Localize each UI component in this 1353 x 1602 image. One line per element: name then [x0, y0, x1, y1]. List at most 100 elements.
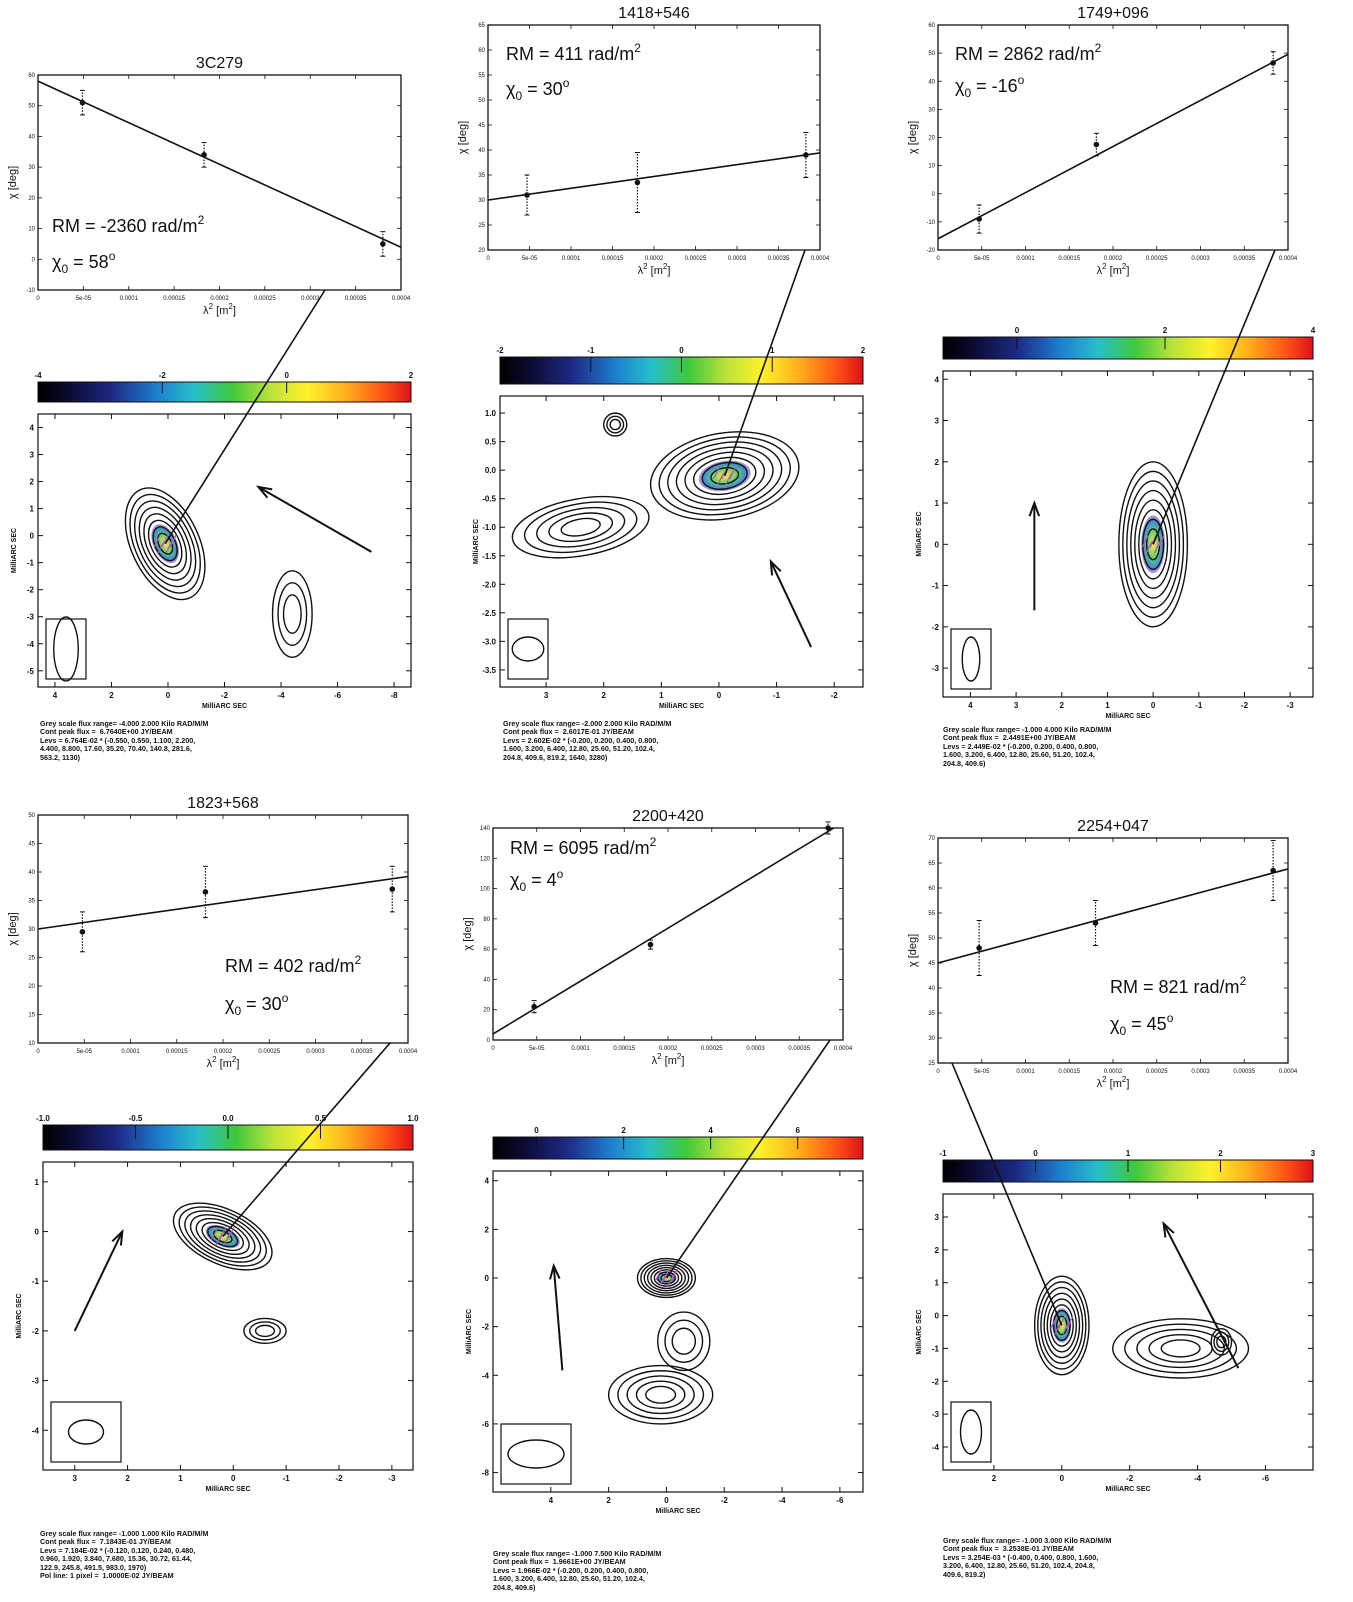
map-x-tick-label: -2 — [221, 691, 229, 700]
colorbar-tick-label: 0 — [284, 371, 289, 380]
colorbar-tick-label: 2 — [1163, 326, 1168, 335]
y-tick-label: 45 — [28, 842, 35, 848]
map-y-tick-label: 2 — [935, 1246, 940, 1255]
map-y-tick-label: 1 — [35, 1178, 40, 1187]
jet-contour — [664, 1319, 704, 1364]
y-tick-label: -10 — [26, 288, 35, 294]
x-tick-label: 0 — [486, 256, 490, 262]
x-tick-label: 0.0002 — [210, 296, 229, 302]
polarization-vector — [1058, 1316, 1066, 1329]
colorbar-tick-label: 4 — [708, 1126, 713, 1135]
map-x-axis-label: MilliARC SEC — [202, 703, 247, 710]
beam-ellipse — [67, 1419, 105, 1445]
polarization-vector — [717, 472, 725, 486]
y-tick-label: 140 — [480, 826, 491, 832]
y-tick-label: 40 — [28, 134, 35, 140]
y-tick-label: 55 — [478, 73, 485, 79]
caption-line: Cont peak flux = 2.6017E-01 JY/BEAM — [503, 727, 634, 737]
caption-line: 1.600, 3.200, 6.400, 12.80, 25.60, 51.20… — [493, 1574, 645, 1584]
polarization-vector — [211, 1227, 219, 1240]
data-point — [1270, 60, 1276, 66]
y-tick-label: 60 — [928, 23, 935, 29]
caption-line: Levs = 6.764E-02 * (-0.550, 0.550, 1.100… — [40, 735, 196, 745]
y-tick-label: 25 — [478, 223, 485, 229]
jet-contour — [626, 1375, 695, 1415]
colorbar-tick-label: -0.5 — [129, 1114, 143, 1123]
caption-line: Levs = 2.602E-02 * (-0.200, 0.200, 0.400… — [503, 735, 659, 745]
map-y-tick-label: 4 — [30, 424, 35, 433]
x-tick-label: 0.0002 — [645, 256, 664, 262]
x-tick-label: 0.0001 — [1016, 1069, 1035, 1075]
map-x-tick-label: -6 — [836, 1496, 844, 1505]
colorbar-tick-label: -1.0 — [36, 1114, 50, 1123]
y-tick-label: 50 — [928, 51, 935, 57]
fit-line — [37, 875, 409, 930]
map-y-tick-label: -1.0 — [482, 523, 496, 532]
map-x-tick-label: -2 — [1241, 701, 1249, 710]
x-tick-label: 0.00025 — [1146, 256, 1168, 262]
map-x-tick-label: -2 — [721, 1496, 729, 1505]
fit-title: 1823+568 — [187, 795, 259, 812]
arrow-head — [1162, 1220, 1175, 1238]
y-tick-label: 35 — [478, 173, 485, 179]
fit-panel-0: 3C279 0 5e-05 0.0001 0.00015 0.0002 0.00025 0.0… — [7, 55, 411, 317]
beam-box — [950, 1401, 992, 1463]
core-contour — [1118, 461, 1189, 628]
caption-line: Grey scale flux range= -2.000 2.000 Kilo… — [503, 719, 672, 728]
colorbar-tick-label: 2 — [861, 346, 866, 355]
colorbar-tick-label: 2 — [409, 371, 414, 380]
polarization-vector — [1157, 535, 1165, 548]
fit-panel-4: 2200+420 0 5e-05 0.0001 0.00015 0.0002 0.00025… — [462, 808, 853, 1067]
arrow-head — [769, 558, 782, 576]
x-tick-label: 0.00025 — [254, 296, 276, 302]
caption-line: 0.960, 1.920, 3.840, 7.680, 15.36, 30.72… — [40, 1554, 192, 1564]
x-axis-label: λ2 [m2] — [203, 302, 236, 317]
x-tick-label: 0.00025 — [685, 256, 707, 262]
x-tick-label: 0.0004 — [1279, 1069, 1298, 1075]
y-axis-label: χ [deg] — [462, 917, 474, 950]
core-contour — [201, 1221, 245, 1252]
map-x-tick-label: 1 — [1105, 701, 1110, 710]
map-caption: Grey scale flux range= -1.000 3.000 Kilo… — [943, 1536, 1111, 1579]
map-x-tick-label: -1 — [1195, 701, 1203, 710]
y-tick-label: 40 — [928, 986, 935, 992]
map-x-tick-label: 2 — [992, 1474, 997, 1483]
caption-line: Levs = 7.184E-02 * (-0.120, 0.120, 0.240… — [40, 1545, 196, 1555]
map-x-tick-label: 4 — [53, 691, 58, 700]
core-contour — [133, 500, 197, 588]
x-tick-label: 0.0003 — [301, 296, 320, 302]
core-contour — [129, 493, 201, 594]
x-tick-label: 0.0004 — [834, 1046, 853, 1052]
data-point — [1092, 920, 1099, 926]
map-y-tick-label: -4 — [32, 1426, 40, 1435]
data-point — [79, 929, 86, 935]
caption-line: 204.8, 409.6, 819.2, 1640, 3280) — [503, 752, 608, 762]
map-frame — [37, 413, 412, 688]
y-tick-label: 50 — [28, 813, 35, 819]
beam-box — [507, 618, 549, 680]
x-axis-label: λ2 [m2] — [1097, 1075, 1130, 1090]
y-tick-label: 30 — [28, 165, 35, 171]
data-point — [1270, 867, 1276, 874]
fit-line — [37, 80, 402, 248]
colorbar-tick-label: 0 — [679, 346, 684, 355]
data-point — [976, 216, 982, 222]
colorbar-tick-label: 3 — [1311, 1149, 1316, 1158]
map-caption: Grey scale flux range= -4.000 2.000 Kilo… — [40, 719, 208, 762]
map-y-tick-label: 0 — [485, 1274, 490, 1283]
polarization-vector — [165, 540, 173, 554]
map-y-tick-label: 2 — [935, 458, 940, 467]
jet-contour — [1210, 1328, 1233, 1356]
map-y-axis-label: MilliARC SEC — [466, 1309, 473, 1354]
map-frame — [942, 1193, 1314, 1471]
caption-line: Grey scale flux range= -1.000 7.500 Kilo… — [493, 1549, 662, 1558]
arrow-head — [1028, 500, 1041, 517]
map-x-tick-label: 0 — [717, 691, 722, 700]
jet-contour — [1136, 1328, 1225, 1369]
core-contour — [636, 1257, 697, 1299]
caption-line: Levs = 1.966E-02 * (-0.200, 0.200, 0.400… — [493, 1565, 649, 1575]
jet-contour — [609, 418, 622, 431]
polarization-vector — [219, 1227, 227, 1240]
map-y-tick-label: 0 — [35, 1228, 40, 1237]
polarization-vector — [1153, 541, 1161, 554]
